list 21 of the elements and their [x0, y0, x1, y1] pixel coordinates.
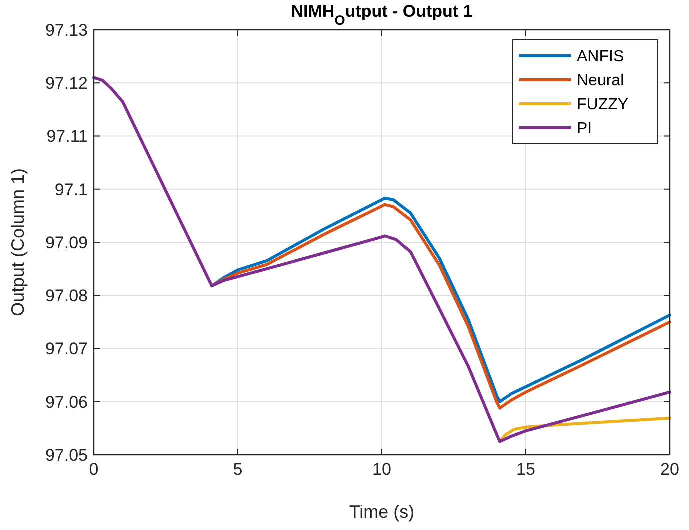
legend-label: ANFIS	[577, 48, 624, 66]
legend-label: FUZZY	[577, 96, 629, 114]
y-tick-label: 97.1	[54, 180, 88, 200]
x-tick-label: 0	[89, 460, 99, 479]
y-axis-title: Output (Column 1)	[8, 168, 28, 317]
x-tick-label: 10	[372, 460, 392, 479]
x-tick-label: 20	[660, 460, 680, 479]
y-tick-label: 97.07	[45, 340, 88, 359]
y-tick-label: 97.11	[46, 127, 88, 146]
y-tick-label: 97.09	[45, 233, 88, 252]
y-tick-label: 97.06	[45, 392, 88, 412]
y-tick-label: 97.08	[45, 286, 88, 306]
x-axis-title: Time (s)	[349, 502, 415, 522]
y-tick-label: 97.05	[45, 446, 88, 465]
legend-label: PI	[577, 120, 592, 138]
chart-title: NIMH$_{O}$utput - Output 1	[291, 2, 473, 28]
y-tick-label: 97.13	[45, 20, 88, 40]
x-tick-label: 15	[516, 460, 536, 479]
legend-label: Neural	[577, 72, 624, 90]
x-tick-label: 5	[233, 460, 243, 479]
y-tick-label: 97.12	[45, 74, 88, 94]
